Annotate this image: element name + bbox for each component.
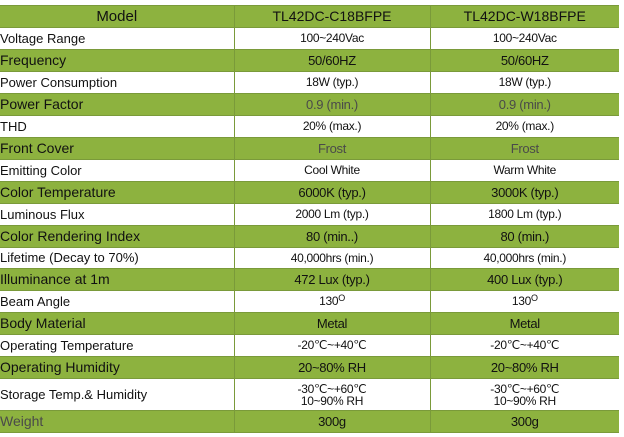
table-row: Color Temperature 6000K (typ.) 3000K (ty…: [0, 181, 619, 204]
table-row: Operating Temperature -20℃~+40℃ -20℃~+40…: [0, 334, 619, 357]
table-row: Storage Temp.& Humidity -30℃~+60℃ 10~90%…: [0, 378, 619, 411]
degree-mark: O: [530, 293, 538, 303]
row-value-model-1: Frost: [234, 137, 431, 160]
storage-temperature: -30℃~+60℃: [297, 381, 367, 396]
table-row: Illuminance at 1m 472 Lux (typ.) 400 Lux…: [0, 268, 619, 291]
row-value-model-1: 40,000hrs (min.): [234, 247, 431, 269]
row-value-model-1: 472 Lux (typ.): [234, 268, 431, 291]
row-value-model-2: 1800 Lm (typ.): [430, 203, 619, 226]
row-label: Luminous Flux: [0, 203, 235, 226]
header-model-1: TL42DC-C18BFPE: [234, 5, 431, 28]
row-label: Beam Angle: [0, 290, 235, 313]
header-model-2: TL42DC-W18BFPE: [430, 5, 619, 28]
row-value-model-1: 100~240Vac: [234, 27, 431, 50]
row-value-model-1: 20~80% RH: [234, 356, 431, 379]
storage-humidity: 10~90% RH: [493, 393, 557, 408]
row-value-model-1: Metal: [234, 312, 431, 335]
row-value-model-1: 20% (max.): [234, 115, 431, 138]
row-value-model-1: Cool White: [234, 159, 431, 182]
row-label: Body Material: [0, 312, 235, 335]
table-row: Luminous Flux 2000 Lm (typ.) 1800 Lm (ty…: [0, 203, 619, 226]
table-row: Lifetime (Decay to 70%) 40,000hrs (min.)…: [0, 247, 619, 269]
row-label: Voltage Range: [0, 27, 235, 50]
row-value-model-2: Warm White: [430, 159, 619, 182]
row-value-model-2: 20% (max.): [430, 115, 619, 138]
row-label: Front Cover: [0, 137, 235, 160]
row-value-model-1: 130O: [234, 290, 431, 313]
table-header-row: Model TL42DC-C18BFPE TL42DC-W18BFPE: [0, 5, 619, 28]
row-label: Power Factor: [0, 93, 235, 116]
row-value-model-2: 80 (min.): [430, 225, 619, 248]
row-label: THD: [0, 115, 235, 138]
table-row: Operating Humidity 20~80% RH 20~80% RH: [0, 356, 619, 379]
row-value-model-2: 100~240Vac: [430, 27, 619, 50]
row-value-model-1: -20℃~+40℃: [234, 334, 431, 357]
table-row: Front Cover Frost Frost: [0, 137, 619, 160]
storage-humidity: 10~90% RH: [300, 393, 364, 408]
row-label: Operating Temperature: [0, 334, 235, 357]
row-value-model-2: 40,000hrs (min.): [430, 247, 619, 269]
table-row: Body Material Metal Metal: [0, 312, 619, 335]
row-label: Color Rendering Index: [0, 225, 235, 248]
row-value-model-2: 20~80% RH: [430, 356, 619, 379]
row-value-model-2: -30℃~+60℃ 10~90% RH: [430, 378, 619, 411]
table-row: Frequency 50/60HZ 50/60HZ: [0, 49, 619, 72]
row-value-model-2: 0.9 (min.): [430, 93, 619, 116]
row-value-model-2: 300g: [430, 410, 619, 433]
row-value-model-1: -30℃~+60℃ 10~90% RH: [234, 378, 431, 411]
storage-temperature: -30℃~+60℃: [490, 381, 560, 396]
table-row: Power Factor 0.9 (min.) 0.9 (min.): [0, 93, 619, 116]
row-value-model-2: 50/60HZ: [430, 49, 619, 72]
row-value-model-1: 2000 Lm (typ.): [234, 203, 431, 226]
row-value-model-1: 6000K (typ.): [234, 181, 431, 204]
beam-angle-value: 130: [319, 294, 339, 308]
table-row: Emitting Color Cool White Warm White: [0, 159, 619, 182]
row-value-model-1: 80 (min..): [234, 225, 431, 248]
row-value-model-2: 3000K (typ.): [430, 181, 619, 204]
row-value-model-1: 50/60HZ: [234, 49, 431, 72]
row-value-model-2: 18W (typ.): [430, 71, 619, 94]
row-value-model-1: 18W (typ.): [234, 71, 431, 94]
row-value-model-2: 130O: [430, 290, 619, 313]
table-row: Beam Angle 130O 130O: [0, 290, 619, 313]
row-value-model-2: -20℃~+40℃: [430, 334, 619, 357]
table-row: Power Consumption 18W (typ.) 18W (typ.): [0, 71, 619, 94]
row-value-model-2: Frost: [430, 137, 619, 160]
beam-angle-value: 130: [511, 294, 531, 308]
degree-mark: O: [338, 293, 345, 303]
spec-table: Model TL42DC-C18BFPE TL42DC-W18BFPE Volt…: [0, 5, 619, 433]
table-row: Voltage Range 100~240Vac 100~240Vac: [0, 27, 619, 50]
row-value-model-2: Metal: [430, 312, 619, 335]
row-label: Operating Humidity: [0, 356, 235, 379]
row-value-model-1: 0.9 (min.): [234, 93, 431, 116]
table-row: THD 20% (max.) 20% (max.): [0, 115, 619, 138]
row-label: Frequency: [0, 49, 235, 72]
row-value-model-1: 300g: [234, 410, 431, 433]
table-row: Weight 300g 300g: [0, 410, 619, 433]
row-label: Emitting Color: [0, 159, 235, 182]
row-label: Lifetime (Decay to 70%): [0, 247, 235, 269]
row-label: Illuminance at 1m: [0, 268, 235, 291]
row-value-model-2: 400 Lux (typ.): [430, 268, 619, 291]
header-label: Model: [0, 5, 235, 28]
row-label: Weight: [0, 410, 235, 433]
row-label: Power Consumption: [0, 71, 235, 94]
table-row: Color Rendering Index 80 (min..) 80 (min…: [0, 225, 619, 248]
row-label: Storage Temp.& Humidity: [0, 378, 235, 411]
row-label: Color Temperature: [0, 181, 235, 204]
